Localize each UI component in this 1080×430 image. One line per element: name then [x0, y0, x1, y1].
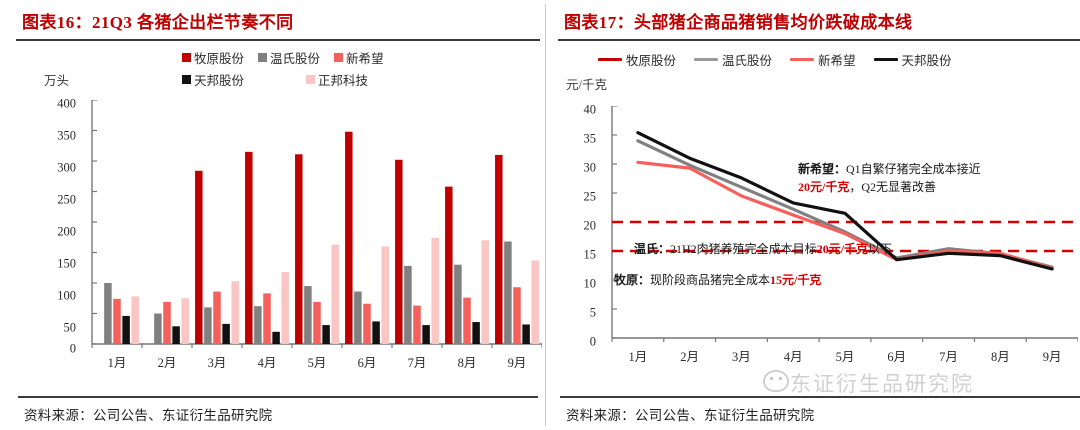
- annot-xx-red: 20元/千克: [798, 180, 850, 194]
- annot-muyuan-bold: 牧原：: [614, 273, 651, 287]
- right-source-block: 资料来源：公司公告、东证衍生品研究院: [560, 396, 1080, 424]
- r-x-tick-6: 6月: [887, 350, 907, 364]
- r-y-tick-0: 0: [589, 334, 596, 349]
- right-chart-title: 图表17：头部猪企商品猪销售均价跌破成本线: [564, 13, 913, 32]
- r-y-tick-35: 35: [583, 131, 597, 146]
- r-x-tick-2: 2月: [680, 350, 700, 364]
- legend-label-tianbang: 天邦股份: [194, 74, 245, 88]
- left-chart-title: 图表16：21Q3 各猪企出栏节奏不同: [22, 13, 294, 32]
- legend-item-xinxiwang: 新希望: [334, 48, 384, 67]
- left-chart-panel: 图表16：21Q3 各猪企出栏节奏不同 万头 牧原股份 温氏股份 新希望 天邦股…: [14, 0, 542, 430]
- x-tick-6: 6月: [357, 356, 377, 370]
- legend-item-muyuan-line: 牧原股份: [598, 50, 676, 69]
- y-tick-400: 400: [57, 96, 76, 111]
- legend-label-muyuan-line: 牧原股份: [626, 54, 677, 68]
- legend-swatch-xinxiwang: [334, 53, 344, 62]
- r-x-tick-8: 8月: [990, 350, 1010, 364]
- r-y-tick-30: 30: [583, 160, 597, 175]
- y-tick-150: 150: [57, 256, 76, 271]
- right-source-rule: [560, 396, 1080, 398]
- x-tick-7: 7月: [407, 356, 427, 370]
- annot-wens-rest-a: 21H2肉猪养殖完全成本目标: [670, 242, 817, 256]
- legend-item-xinxiwang-line: 新希望: [790, 50, 856, 69]
- r-y-tick-40: 40: [583, 102, 597, 117]
- left-source-rule: [18, 396, 538, 398]
- legend-label-tianbang-line: 天邦股份: [901, 54, 952, 68]
- left-source-text: 资料来源：公司公告、东证衍生品研究院: [24, 408, 273, 423]
- y-tick-250: 250: [57, 192, 76, 207]
- legend-swatch-tianbang: [182, 75, 191, 84]
- legend-item-wens-line: 温氏股份: [694, 50, 772, 69]
- panel-divider: [545, 4, 546, 426]
- y-tick-300: 300: [57, 160, 76, 175]
- annotation-muyuan: 牧原：现阶段商品猪完全成本15元/千克: [614, 271, 821, 289]
- annot-wens-rest-b: 以下: [868, 242, 893, 256]
- r-y-tick-25: 25: [583, 189, 597, 204]
- y-tick-100: 100: [57, 288, 76, 303]
- legend-item-tianbang-line: 天邦股份: [873, 50, 952, 69]
- legend-line-tianbang: [873, 57, 898, 62]
- left-axis-unit: 万头: [44, 74, 70, 88]
- r-x-tick-1: 1月: [628, 350, 648, 364]
- legend-label-wens: 温氏股份: [270, 52, 321, 66]
- r-y-tick-20: 20: [583, 218, 597, 233]
- r-x-tick-4: 4月: [783, 350, 803, 364]
- bar-chart-plot: [91, 100, 542, 348]
- x-tick-9: 9月: [507, 356, 527, 370]
- right-title-rule: [558, 39, 1080, 41]
- annotation-wens: 温氏：21H2肉猪养殖完全成本目标20元/千克以下: [634, 240, 892, 258]
- annot-xx-rest2: ，Q2无显著改善: [849, 180, 937, 194]
- right-chart-panel: 图表17：头部猪企商品猪销售均价跌破成本线 元/千克 牧原股份 温氏股份 新希望…: [556, 0, 1080, 430]
- r-x-tick-9: 9月: [1042, 350, 1062, 364]
- x-tick-8: 8月: [457, 356, 477, 370]
- annotation-xinxiwang: 新希望：Q1自繁仔猪完全成本接近 20元/千克，Q2无显著改善: [798, 160, 981, 196]
- right-source-text: 资料来源：公司公告、东证衍生品研究院: [566, 408, 815, 423]
- annot-wens-red: 20元/千克: [816, 242, 869, 256]
- legend-line-wens: [694, 57, 719, 62]
- r-x-tick-5: 5月: [835, 350, 855, 364]
- annot-muyuan-rest-a: 现阶段商品猪完全成本: [650, 273, 771, 287]
- x-tick-5: 5月: [307, 356, 327, 370]
- annot-xx-bold: 新希望：: [798, 162, 847, 176]
- y-tick-200: 200: [57, 224, 76, 239]
- r-y-tick-5: 5: [589, 305, 596, 320]
- x-tick-4: 4月: [257, 356, 277, 370]
- legend-item-muyuan: 牧原股份: [182, 48, 244, 67]
- r-x-tick-7: 7月: [939, 350, 958, 364]
- legend-swatch-wens: [258, 53, 268, 62]
- r-x-tick-3: 3月: [732, 350, 751, 364]
- y-tick-350: 350: [57, 128, 76, 143]
- x-tick-3: 3月: [207, 356, 227, 370]
- legend-swatch-zhengbang: [306, 75, 315, 84]
- left-chart-legend: 牧原股份 温氏股份 新希望 天邦股份 正邦科技: [182, 48, 482, 89]
- legend-line-xinxiwang: [790, 57, 815, 62]
- legend-line-muyuan: [598, 57, 622, 62]
- right-chart-legend: 牧原股份 温氏股份 新希望 天邦股份: [598, 50, 952, 69]
- legend-item-zhengbang: 正邦科技: [306, 70, 368, 89]
- legend-label-wens-line: 温氏股份: [722, 54, 773, 68]
- x-tick-2: 2月: [157, 356, 177, 370]
- annot-wens-bold: 温氏：: [634, 242, 671, 256]
- legend-label-xinxiwang-line: 新希望: [818, 54, 856, 68]
- line-chart-plot: [611, 106, 1078, 342]
- legend-item-wens: 温氏股份: [258, 48, 320, 67]
- x-tick-1: 1月: [107, 356, 127, 370]
- legend-item-tianbang: 天邦股份: [182, 70, 292, 89]
- y-tick-50: 50: [63, 320, 77, 335]
- annot-xx-rest: Q1自繁仔猪完全成本接近: [846, 162, 981, 176]
- left-title-rule: [16, 39, 540, 41]
- r-y-tick-10: 10: [583, 276, 597, 291]
- legend-swatch-muyuan: [182, 53, 191, 62]
- watermark-face-icon: [763, 370, 789, 392]
- y-tick-0: 0: [69, 341, 76, 356]
- left-source-block: 资料来源：公司公告、东证衍生品研究院: [18, 396, 538, 424]
- legend-label-muyuan: 牧原股份: [194, 52, 245, 66]
- right-axis-unit: 元/千克: [566, 78, 607, 92]
- legend-label-zhengbang: 正邦科技: [318, 74, 369, 88]
- annot-muyuan-red: 15元/千克: [770, 273, 822, 287]
- legend-label-xinxiwang: 新希望: [346, 52, 384, 66]
- r-y-tick-15: 15: [583, 247, 597, 262]
